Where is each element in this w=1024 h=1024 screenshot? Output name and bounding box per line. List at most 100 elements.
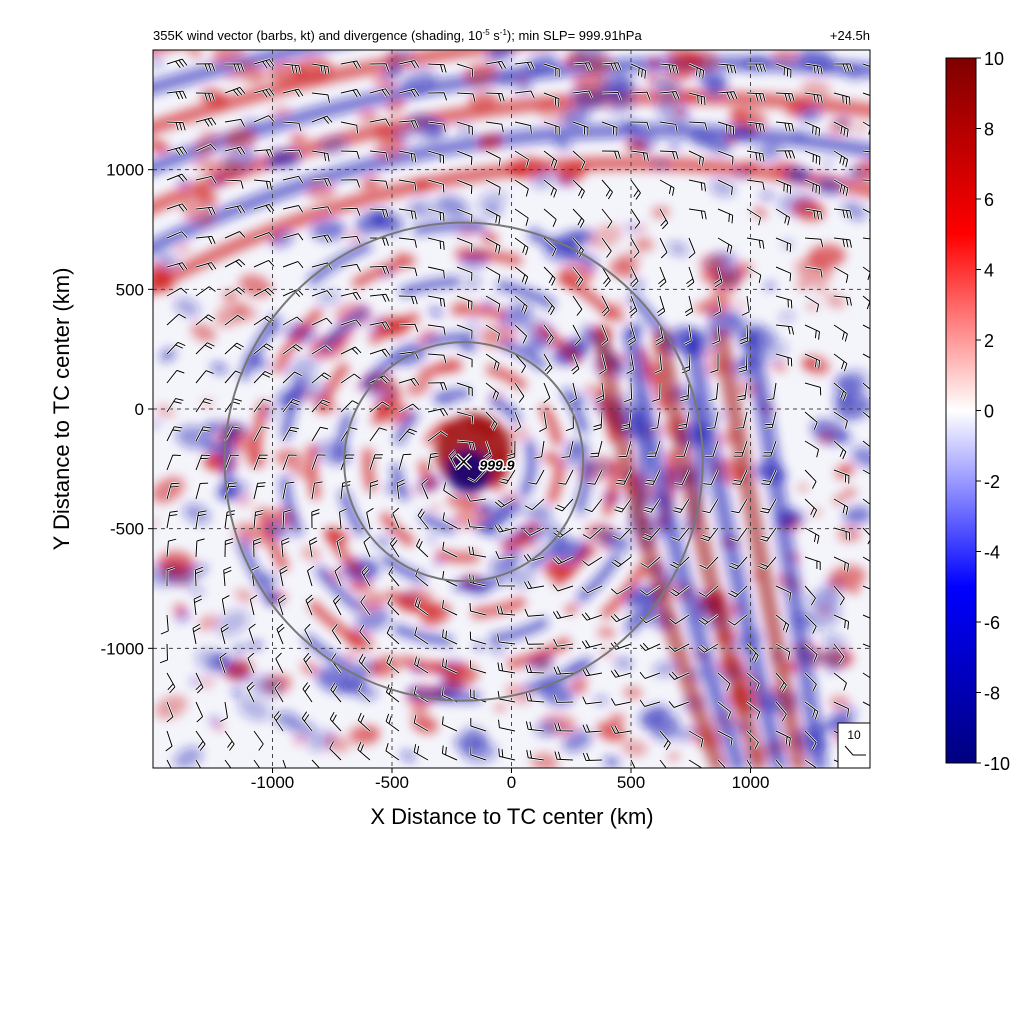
shading-blob: [828, 565, 866, 590]
shading-blob: [222, 290, 237, 300]
wind-barb: [684, 295, 694, 317]
shading-blob: [621, 740, 648, 757]
wind-barb: [804, 63, 823, 75]
shading-band: [742, 328, 828, 768]
wind-barb: [572, 121, 589, 136]
wind-barb: [658, 266, 667, 288]
wind-barb: [833, 498, 849, 516]
wind-barb: [361, 565, 371, 587]
shading-blob: [401, 68, 437, 94]
wind-barb: [572, 324, 582, 346]
shading-blob: [756, 340, 788, 364]
wind-barb: [219, 652, 227, 674]
wind-barb: [729, 527, 748, 542]
shading-blob: [797, 484, 808, 491]
wind-barb: [775, 150, 796, 159]
wind-barb: [253, 88, 275, 98]
wind-barb: [833, 266, 849, 283]
shading-blob: [462, 741, 498, 763]
wind-barb: [467, 518, 487, 529]
wind-barb: [804, 643, 818, 663]
wind-barb: [557, 469, 574, 485]
wind-barb: [524, 608, 545, 617]
shading-blob: [197, 615, 219, 631]
wind-barb: [862, 643, 870, 648]
wind-barb: [195, 672, 204, 694]
wind-barb: [514, 353, 527, 374]
wind-barb: [764, 411, 777, 429]
wind-barb: [311, 234, 333, 243]
y-tick-label: -500: [110, 520, 144, 539]
wind-barb: [833, 469, 850, 484]
wind-barb: [166, 146, 188, 156]
wind-barb: [282, 88, 304, 97]
wind-barb: [630, 179, 641, 200]
wind-barb: [543, 63, 560, 78]
wind-barb: [398, 120, 419, 129]
wind-barb: [427, 324, 446, 336]
shading-blob: [183, 503, 211, 524]
shading-blob: [536, 99, 573, 123]
wind-barb: [485, 353, 500, 371]
wind-barb: [833, 295, 852, 306]
wind-barb: [765, 382, 777, 401]
shading-blob: [159, 348, 176, 362]
wind-barb: [668, 643, 690, 652]
shading-blob: [319, 136, 348, 155]
wind-barb: [253, 149, 274, 158]
wind-barb: [442, 658, 458, 674]
wind-barb: [246, 681, 255, 703]
wind-barb: [247, 652, 255, 674]
wind-barb: [589, 440, 603, 458]
shading-blob: [189, 585, 205, 596]
wind-barb: [195, 63, 216, 72]
wind-barb: [427, 179, 445, 193]
wind-barb: [659, 237, 668, 259]
wind-barb: [311, 345, 333, 355]
shading-band: [682, 328, 788, 768]
x-tick-label: 0: [507, 773, 516, 792]
wind-barb: [340, 263, 361, 272]
wind-barb: [311, 399, 331, 413]
wind-barb: [398, 453, 412, 471]
shading-blob: [233, 305, 258, 322]
wind-barb: [654, 353, 663, 374]
wind-barb: [414, 597, 429, 616]
wind-barb: [833, 150, 849, 168]
wind-barb: [543, 353, 553, 375]
shading-band: [712, 328, 808, 768]
wind-barb: [514, 324, 528, 344]
shading-blob: [177, 611, 190, 622]
shading-blob: [625, 586, 654, 608]
wind-barb: [485, 121, 504, 133]
wind-barb: [601, 266, 611, 288]
wind-barb: [737, 382, 748, 401]
shading-blob: [477, 190, 507, 213]
shading-blob: [725, 134, 738, 144]
wind-barb: [639, 642, 661, 652]
wind-barb: [385, 713, 400, 732]
shading-blob: [485, 205, 502, 217]
wind-barb: [862, 295, 870, 312]
wind-barb: [369, 454, 383, 471]
wind-barb: [717, 150, 734, 165]
shading-blob: [835, 395, 870, 421]
wind-barb: [746, 121, 765, 133]
wind-barb: [543, 150, 558, 169]
wind-barb: [686, 266, 695, 288]
wind-barbs: [159, 57, 870, 768]
wind-barb: [456, 237, 473, 252]
shading-blob: [175, 244, 191, 254]
shading-blob: [585, 385, 596, 393]
divergence-shading: [153, 50, 870, 768]
shading-blob: [818, 606, 831, 615]
shading-blob: [275, 449, 304, 468]
wind-barb: [746, 701, 761, 720]
wind-barb: [224, 730, 235, 751]
wind-barb: [514, 121, 532, 134]
wind-barb: [746, 266, 762, 283]
wind-barb: [525, 692, 545, 703]
wind-barb: [497, 662, 516, 674]
y-tick-label: 0: [135, 400, 144, 419]
wind-barb: [714, 266, 723, 288]
